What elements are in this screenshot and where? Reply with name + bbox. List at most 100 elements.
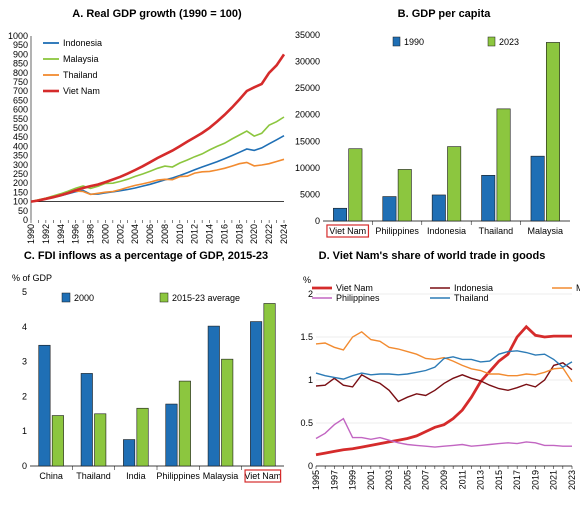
y-tick-label: 300 xyxy=(13,160,28,170)
y-tick-label: 250 xyxy=(13,169,28,179)
y-tick-label: 550 xyxy=(13,114,28,124)
legend-label: Indonesia xyxy=(454,283,493,293)
bar-1990-thailand xyxy=(481,174,496,222)
y-tick-label: 500 xyxy=(13,123,28,133)
y-tick-label: 0 xyxy=(308,461,313,471)
y-tick-label: 600 xyxy=(13,105,28,115)
legend-label: Viet Nam xyxy=(336,283,373,293)
panel-a: 0501001502002503003504004505005506006507… xyxy=(8,31,289,244)
legend-label: Philippines xyxy=(336,293,380,303)
x-tick-label: 2009 xyxy=(439,470,449,490)
legend-label: Indonesia xyxy=(63,38,102,48)
x-tick-label: 2014 xyxy=(205,224,215,244)
chart-title: D. Viet Nam's share of world trade in go… xyxy=(319,250,546,262)
series-line-indonesia xyxy=(315,362,573,403)
y-tick-label: 0 xyxy=(23,215,28,225)
legend-label: 2000 xyxy=(74,293,94,303)
bar-2000-philippines xyxy=(165,403,178,467)
legend-label: Thailand xyxy=(63,70,98,80)
y-tick-label: 1 xyxy=(22,426,27,436)
bar-2015-23-average-viet-nam xyxy=(263,303,276,467)
category-label: Malaysia xyxy=(528,226,564,236)
x-tick-label: 2019 xyxy=(530,470,540,490)
x-tick-label: 1994 xyxy=(56,224,66,244)
category-label: Thailand xyxy=(479,226,514,236)
legend-label: 2015-23 average xyxy=(172,293,240,303)
bar-2023-thailand xyxy=(496,108,511,222)
x-tick-label: 2008 xyxy=(160,224,170,244)
y-tick-label: 800 xyxy=(13,68,28,78)
bar-2000-viet-nam xyxy=(250,321,263,467)
y-tick-label: 0.5 xyxy=(300,418,313,428)
legend-label: Viet Nam xyxy=(63,86,100,96)
y-tick-label: 5000 xyxy=(300,189,320,199)
bar-2015-23-average-thailand xyxy=(94,413,107,467)
x-tick-label: 2013 xyxy=(476,470,486,490)
bar-2015-23-average-philippines xyxy=(178,380,191,467)
x-tick-label: 2024 xyxy=(279,224,289,244)
y-tick-label: 1 xyxy=(308,375,313,385)
legend-swatch xyxy=(392,36,401,47)
category-label: Philippines xyxy=(156,471,200,481)
category-label: Indonesia xyxy=(427,226,466,236)
panel-d: 0 0.5 1 1.5 2 1995 1997 1999 2001 2003 2005 2007 200… xyxy=(300,275,580,490)
bar-2000-india xyxy=(123,439,136,467)
legend-label: Malaysia xyxy=(576,283,580,293)
bar-2000-malaysia xyxy=(207,325,220,467)
y-tick-label: 25000 xyxy=(295,83,320,93)
y-tick-label: 50 xyxy=(18,206,28,216)
y-tick-label: 2 xyxy=(22,391,27,401)
x-tick-label: 1997 xyxy=(329,470,339,490)
y-tick-label: 950 xyxy=(13,40,28,50)
x-tick-label: 2015 xyxy=(494,470,504,490)
category-label: India xyxy=(126,471,146,481)
y-tick-label: 100 xyxy=(13,197,28,207)
bar-2015-23-average-malaysia xyxy=(221,358,234,467)
x-tick-label: 2018 xyxy=(234,224,244,244)
x-tick-label: 2001 xyxy=(366,470,376,490)
y-tick-label: 450 xyxy=(13,132,28,142)
legend-swatch xyxy=(487,36,496,47)
x-tick-label: 2010 xyxy=(175,224,185,244)
x-tick-label: 2016 xyxy=(219,224,229,244)
category-label: Thailand xyxy=(76,471,111,481)
x-tick-label: 1998 xyxy=(86,224,96,244)
x-tick-label: 1996 xyxy=(71,224,81,244)
bar-2023-indonesia xyxy=(447,146,462,222)
legend-label: Thailand xyxy=(454,293,489,303)
legend-label: Malaysia xyxy=(63,54,99,64)
x-tick-label: 1990 xyxy=(26,224,36,244)
series-line-thailand xyxy=(315,350,573,380)
y-tick-label: 2 xyxy=(308,289,313,299)
series-line-viet-nam xyxy=(315,324,572,457)
y-tick-label: 30000 xyxy=(295,57,320,67)
y-tick-label: 750 xyxy=(13,77,28,87)
y-tick-label: 1000 xyxy=(8,31,28,41)
y-tick-label: 15000 xyxy=(295,136,320,146)
x-tick-label: 2023 xyxy=(567,470,577,490)
y-tick-label: 3 xyxy=(22,357,27,367)
legend-swatch xyxy=(61,292,71,303)
y-tick-label: 350 xyxy=(13,151,28,161)
category-label: Viet Nam xyxy=(244,471,281,481)
x-tick-label: 1992 xyxy=(41,224,51,244)
category-label: China xyxy=(39,471,63,481)
x-tick-label: 1995 xyxy=(311,470,321,490)
x-tick-label: 2017 xyxy=(512,470,522,490)
y-axis-unit: % xyxy=(303,275,311,285)
y-tick-label: 850 xyxy=(13,59,28,69)
y-tick-label: 5 xyxy=(22,287,27,297)
bar-2023-malaysia xyxy=(545,42,560,222)
highlight-box xyxy=(244,469,282,483)
chart-title: A. Real GDP growth (1990 = 100) xyxy=(72,8,242,20)
x-tick-label: 2006 xyxy=(145,224,155,244)
y-tick-label: 150 xyxy=(13,187,28,197)
bar-2015-23-average-china xyxy=(51,415,64,467)
y-tick-label: 900 xyxy=(13,49,28,59)
chart-title: C. FDI inflows as a percentage of GDP, 2… xyxy=(24,250,268,262)
chart-title: B. GDP per capita xyxy=(398,8,492,20)
bar-1990-indonesia xyxy=(431,194,446,222)
legend-swatch xyxy=(159,292,169,303)
bar-1990-malaysia xyxy=(530,155,545,222)
